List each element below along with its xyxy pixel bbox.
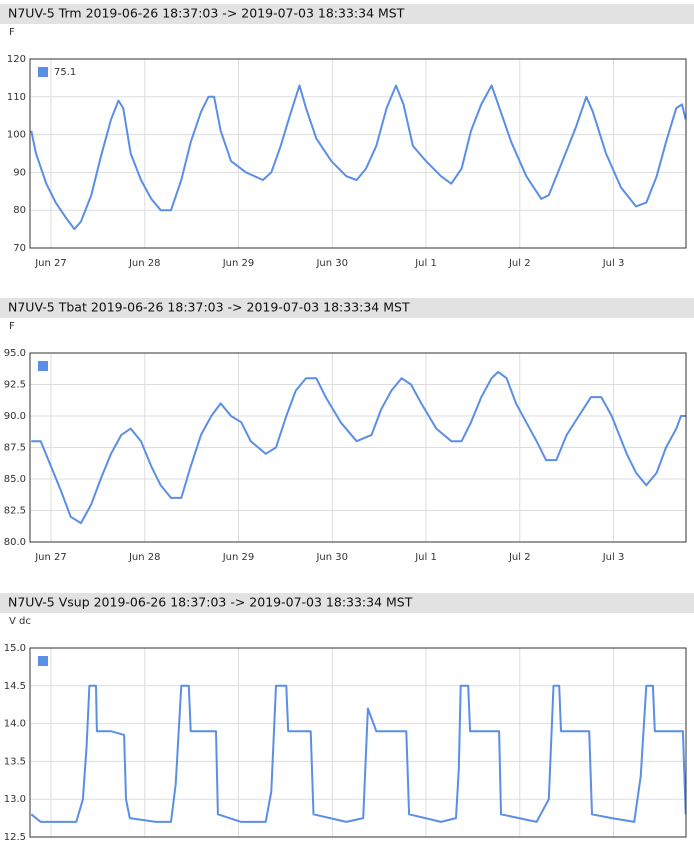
x-tick-label: Jun 30 [315, 552, 348, 563]
x-tick-label: Jun 28 [128, 258, 161, 269]
y-axis-label: F [9, 321, 15, 332]
data-line [30, 84, 686, 231]
y-tick-label: 14.0 [4, 719, 26, 730]
y-tick-label: 95.0 [4, 348, 26, 359]
legend-label: 75.1 [54, 67, 76, 78]
x-tick-label: Jul 1 [414, 552, 437, 563]
data-line [31, 370, 686, 525]
data-line [30, 684, 686, 823]
legend-swatch [38, 361, 48, 371]
x-tick-label: Jun 29 [222, 258, 255, 269]
chart-panel: N7UV-5 Vsup 2019-06-26 18:37:03 -> 2019-… [0, 593, 694, 843]
y-tick-label: 13.0 [4, 794, 26, 805]
y-tick-label: 82.5 [4, 506, 26, 517]
y-tick-label: 100 [7, 130, 26, 141]
plot-border [29, 58, 687, 249]
y-tick-label: 120 [7, 54, 26, 65]
plot-border [29, 647, 687, 838]
title-bar [0, 298, 694, 318]
y-tick-label: 85.0 [4, 474, 26, 485]
legend-swatch [38, 67, 48, 77]
x-tick-label: Jul 2 [508, 552, 531, 563]
y-tick-label: 110 [7, 92, 26, 103]
y-tick-label: 90.0 [4, 411, 26, 422]
title-bar [0, 593, 694, 613]
x-tick-label: Jul 2 [508, 258, 531, 269]
y-tick-label: 13.5 [4, 756, 26, 767]
x-tick-label: Jun 29 [222, 552, 255, 563]
title-bar [0, 4, 694, 24]
chart-title: N7UV-5 Tbat 2019-06-26 18:37:03 -> 2019-… [8, 300, 410, 315]
y-tick-label: 12.5 [4, 832, 26, 843]
y-tick-label: 80 [13, 205, 26, 216]
x-tick-label: Jun 27 [34, 258, 67, 269]
y-axis-label: F [9, 27, 15, 38]
y-axis-label: V dc [9, 616, 31, 627]
y-tick-label: 14.5 [4, 681, 26, 692]
plot-area [31, 361, 686, 525]
x-tick-label: Jun 30 [315, 258, 348, 269]
y-tick-label: 80.0 [4, 537, 26, 548]
y-tick-label: 87.5 [4, 443, 26, 454]
x-tick-label: Jun 27 [34, 552, 67, 563]
legend-swatch [38, 656, 48, 666]
x-tick-label: Jul 3 [602, 258, 625, 269]
y-tick-label: 15.0 [4, 643, 26, 654]
chart-panel: N7UV-5 Tbat 2019-06-26 18:37:03 -> 2019-… [0, 298, 694, 563]
y-tick-label: 70 [13, 243, 26, 254]
chart-panel: N7UV-5 Trm 2019-06-26 18:37:03 -> 2019-0… [0, 4, 694, 269]
y-tick-label: 90 [13, 167, 26, 178]
x-tick-label: Jul 3 [602, 552, 625, 563]
plot-border [29, 352, 687, 543]
plot-area: 75.1 [30, 67, 686, 231]
x-tick-label: Jun 28 [128, 552, 161, 563]
chart-title: N7UV-5 Trm 2019-06-26 18:37:03 -> 2019-0… [8, 6, 405, 21]
chart-title: N7UV-5 Vsup 2019-06-26 18:37:03 -> 2019-… [8, 595, 413, 610]
plot-area [30, 656, 686, 823]
y-tick-label: 92.5 [4, 380, 26, 391]
x-tick-label: Jul 1 [414, 258, 437, 269]
